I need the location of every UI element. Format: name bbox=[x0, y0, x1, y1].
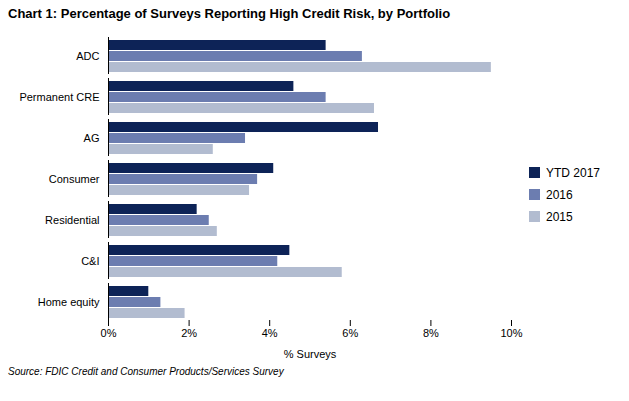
html-text:Source: FDIC Credit and Consum: Source: FDIC Credit and Consumer Product… bbox=[8, 366, 284, 377]
svg-text:Residential: Residential bbox=[45, 214, 99, 226]
svg-text:ADC: ADC bbox=[76, 50, 99, 62]
svg-text:4%: 4% bbox=[262, 327, 278, 339]
html-text:2016: 2016 bbox=[546, 187, 573, 202]
html-text:2015: 2015 bbox=[546, 209, 573, 224]
svg-text:10%: 10% bbox=[500, 327, 522, 339]
svg-text:Consumer: Consumer bbox=[49, 173, 100, 185]
svg-text:% Surveys: % Surveys bbox=[284, 348, 337, 360]
svg-text:C&I: C&I bbox=[81, 255, 99, 267]
html-text:Chart 1: Percentage of Surveys: Chart 1: Percentage of Surveys Reporting… bbox=[8, 6, 451, 21]
svg-text:AG: AG bbox=[84, 132, 100, 144]
svg-text:2%: 2% bbox=[181, 327, 197, 339]
html-text:YTD 2017: YTD 2017 bbox=[546, 165, 600, 180]
svg-text:8%: 8% bbox=[423, 327, 439, 339]
svg-text:0%: 0% bbox=[101, 327, 117, 339]
svg-text:Home equity: Home equity bbox=[38, 296, 100, 308]
svg-text:Permanent CRE: Permanent CRE bbox=[19, 91, 99, 103]
svg-text:6%: 6% bbox=[342, 327, 358, 339]
